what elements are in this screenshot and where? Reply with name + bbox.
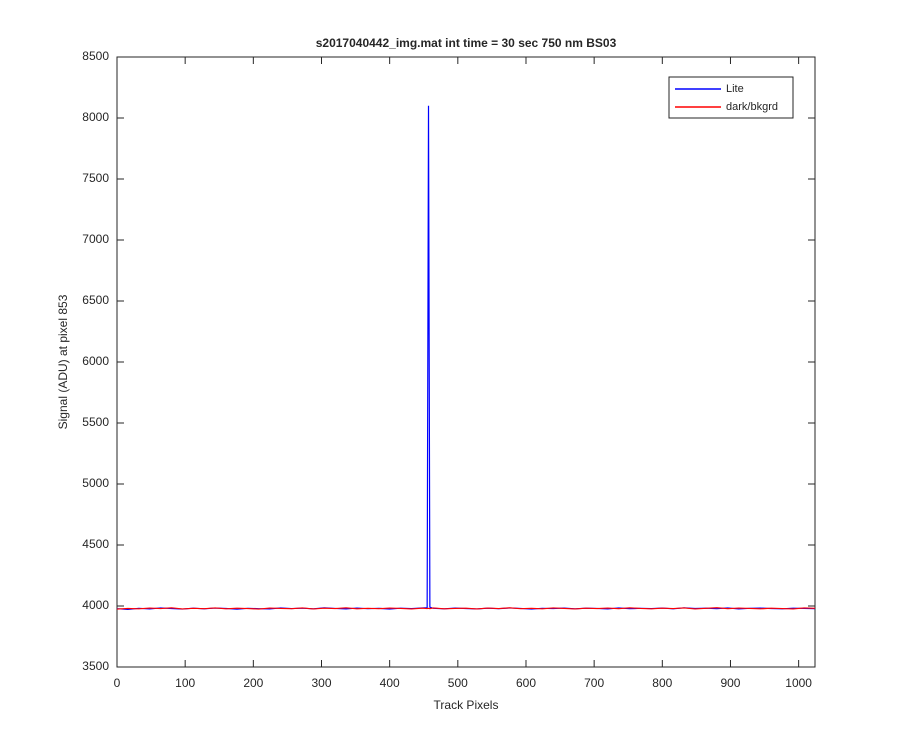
y-tick-label: 4000 bbox=[82, 598, 109, 612]
x-tick-label: 1000 bbox=[785, 676, 812, 690]
y-axis-label: Signal (ADU) at pixel 853 bbox=[56, 294, 70, 429]
y-tick-label: 4500 bbox=[82, 537, 109, 551]
y-tick-label: 7500 bbox=[82, 171, 109, 185]
x-tick-label: 200 bbox=[243, 676, 263, 690]
x-tick-label: 400 bbox=[380, 676, 400, 690]
y-tick-label: 8500 bbox=[82, 49, 109, 63]
legend-label: dark/bkgrd bbox=[726, 101, 778, 113]
series-line bbox=[116, 607, 816, 610]
x-tick-label: 800 bbox=[652, 676, 672, 690]
x-tick-label: 600 bbox=[516, 676, 536, 690]
y-tick-label: 7000 bbox=[82, 232, 109, 246]
chart-title: s2017040442_img.mat int time = 30 sec 75… bbox=[316, 36, 617, 50]
x-axis-label: Track Pixels bbox=[434, 698, 499, 712]
y-tick-label: 6500 bbox=[82, 293, 109, 307]
plot-area bbox=[116, 56, 816, 668]
x-tick-label: 300 bbox=[311, 676, 331, 690]
x-tick-label: 0 bbox=[114, 676, 121, 690]
y-tick-label: 6000 bbox=[82, 354, 109, 368]
y-tick-label: 5000 bbox=[82, 476, 109, 490]
x-tick-label: 500 bbox=[448, 676, 468, 690]
y-tick-label: 8000 bbox=[82, 110, 109, 124]
x-tick-label: 900 bbox=[720, 676, 740, 690]
legend-label: Lite bbox=[726, 83, 744, 95]
x-tick-label: 700 bbox=[584, 676, 604, 690]
y-tick-label: 5500 bbox=[82, 415, 109, 429]
legend-box bbox=[668, 76, 794, 119]
y-tick-label: 3500 bbox=[82, 659, 109, 673]
x-tick-label: 100 bbox=[175, 676, 195, 690]
